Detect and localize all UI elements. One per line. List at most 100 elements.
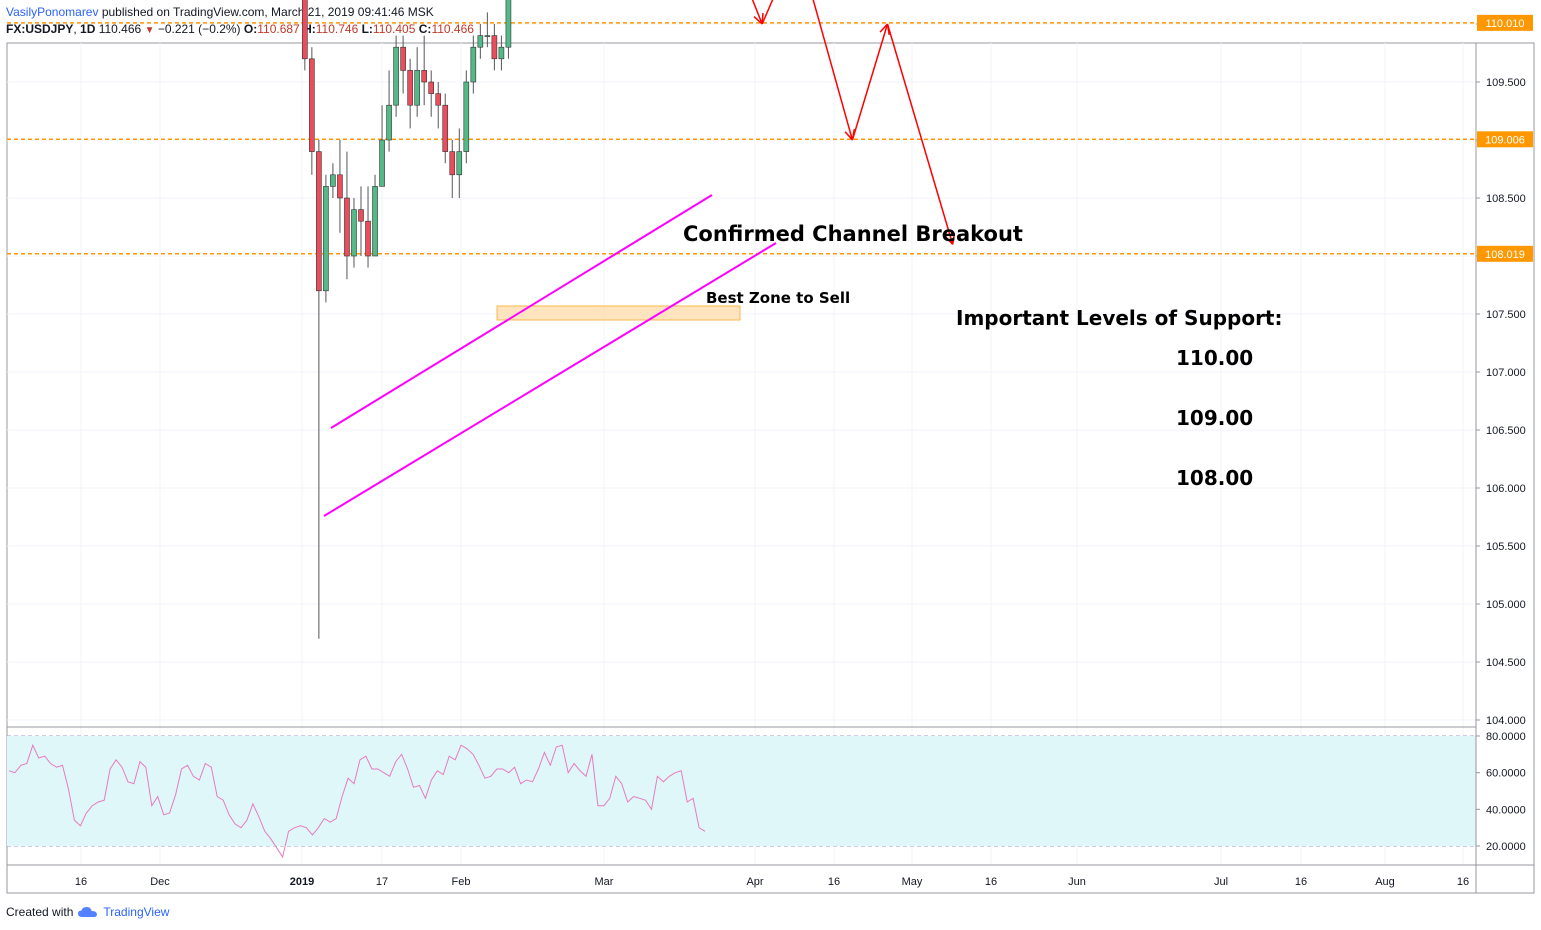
time-tick-label: Mar <box>595 876 614 888</box>
projection-arrowhead <box>944 235 954 245</box>
candle-up <box>477 35 484 48</box>
footer: Created with TradingView <box>6 905 169 919</box>
time-tick-label: 16 <box>828 876 840 888</box>
time-tick-label: 16 <box>1295 876 1307 888</box>
candle-down <box>400 46 406 71</box>
low-value: 110.405 <box>372 22 416 36</box>
candle-up <box>463 81 470 152</box>
candle-up <box>456 151 463 176</box>
price-tick-label: 107.500 <box>1486 309 1526 321</box>
low-label: L: <box>361 22 373 36</box>
time-tick-label: Dec <box>150 876 170 888</box>
price-tick-label: 104.500 <box>1486 657 1526 669</box>
rsi-tick-label: 40.0000 <box>1486 804 1526 816</box>
author-link[interactable]: VasilyPonomarev <box>6 5 99 19</box>
rsi-tick-label: 80.0000 <box>1486 731 1526 743</box>
price-change: −0.221 (−0.2%) <box>157 22 241 36</box>
tradingview-cloud-icon <box>78 907 98 917</box>
price-axis[interactable]: 115.500115.000114.500114.000113.500113.0… <box>1476 0 1526 727</box>
channel-breakout-label: Confirmed Channel Breakout <box>683 222 1023 246</box>
rsi-line <box>8 743 706 859</box>
candle-down <box>449 151 456 176</box>
candle-down <box>421 70 427 83</box>
created-with-text: Created with <box>6 905 74 919</box>
support-title: Important Levels of Support: <box>956 306 1283 330</box>
candle-up <box>379 139 385 187</box>
rsi-band <box>7 736 1476 846</box>
time-tick-label: 16 <box>1457 876 1469 888</box>
support-price-tag: 109.006 <box>1485 134 1525 146</box>
publish-info: VasilyPonomarev published on TradingView… <box>6 5 434 19</box>
projection-segment <box>761 0 774 25</box>
candle-down <box>358 209 364 222</box>
candle-up <box>505 0 512 48</box>
support-price-tag: 108.019 <box>1485 249 1525 261</box>
time-tick-label: Jun <box>1068 876 1086 888</box>
channel-lower-line <box>323 242 777 517</box>
candle-down <box>365 220 371 257</box>
price-tick-label: 109.500 <box>1486 77 1526 89</box>
open-label: O: <box>243 22 258 36</box>
high-value: 110.746 <box>315 22 359 36</box>
projection-arrowhead <box>951 233 956 245</box>
candle-up <box>323 186 329 292</box>
candle-down <box>316 151 322 292</box>
time-tick-label: Aug <box>1375 876 1395 888</box>
support-price-tag: 110.010 <box>1486 18 1525 30</box>
down-triangle-icon: ▼ <box>144 25 155 36</box>
time-tick-label: 16 <box>75 876 87 888</box>
candle-down <box>491 35 498 60</box>
price-tick-label: 105.500 <box>1486 541 1526 553</box>
projection-segment <box>751 0 763 25</box>
support-level-1-label: 110.00 <box>1176 346 1253 370</box>
price-tick-label: 104.000 <box>1486 715 1526 727</box>
price-tick-label: 108.500 <box>1486 193 1526 205</box>
rsi-tick-label: 60.0000 <box>1486 768 1526 780</box>
interval-label[interactable]: 1D <box>80 22 96 36</box>
candle-down <box>435 93 442 106</box>
close-value: 110.466 <box>431 22 474 36</box>
support-price-tag-bg <box>1477 131 1533 148</box>
support-price-tag-bg <box>1477 14 1533 31</box>
rsi-axis[interactable]: 80.0000 60.0000 40.0000 20.0000 <box>1476 731 1526 853</box>
projection-segment <box>812 0 854 141</box>
candle-up <box>393 46 399 106</box>
support-level-3-label: 108.00 <box>1176 466 1253 490</box>
candle-up <box>498 46 505 60</box>
projection-segment <box>851 23 889 141</box>
grid <box>7 23 1476 865</box>
projection-segment <box>886 23 954 245</box>
price-tick-label: 105.000 <box>1486 599 1526 611</box>
candle-down <box>302 0 308 60</box>
close-label: C: <box>418 22 432 36</box>
candle-down <box>344 197 350 257</box>
time-axis[interactable]: 16 Dec 2019 17 Feb Mar Apr 16 May 16 Jun Jul 16 Aug 16 <box>75 876 1469 888</box>
candle-down <box>309 58 315 152</box>
channel-upper-line <box>330 194 713 429</box>
rsi-tick-label: 20.0000 <box>1486 841 1526 853</box>
candle-down <box>428 81 435 94</box>
projection-arrowhead <box>753 16 763 25</box>
support-levels <box>7 22 1476 255</box>
support-level-2-label: 109.00 <box>1176 406 1253 430</box>
projection-arrowhead <box>879 23 889 33</box>
candle-up <box>351 209 357 257</box>
time-tick-label: May <box>902 876 923 888</box>
time-tick-label: Feb <box>452 876 471 888</box>
candle-down <box>407 70 413 106</box>
time-tick-label: 17 <box>376 876 388 888</box>
candles <box>302 0 512 639</box>
symbol-label[interactable]: FX:USDJPY <box>6 22 74 36</box>
tradingview-brand-link[interactable]: TradingView <box>103 905 170 919</box>
candle-up <box>330 174 336 187</box>
projection-path <box>751 0 956 245</box>
sell-zone-box <box>496 305 741 321</box>
candle-up <box>414 70 420 106</box>
candle-up <box>386 104 392 141</box>
time-tick-label: Jul <box>1214 876 1228 888</box>
time-tick-label: 16 <box>985 876 997 888</box>
price-tick-label: 106.000 <box>1486 483 1526 495</box>
chart-canvas[interactable]: 115.500115.000114.500114.000113.500113.0… <box>0 0 1541 900</box>
candle-up <box>470 46 477 83</box>
